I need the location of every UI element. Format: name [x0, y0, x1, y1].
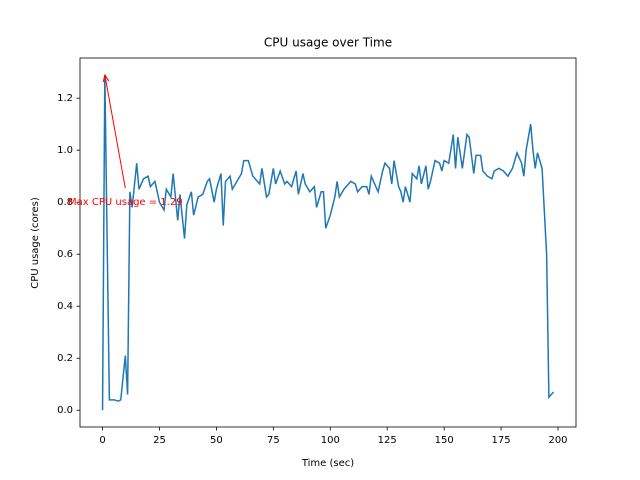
annotation-arrow	[105, 75, 126, 189]
y-axis-label: CPU usage (cores)	[30, 197, 41, 289]
y-tick-label: 0.4	[57, 301, 73, 312]
x-tick-label: 75	[267, 435, 280, 446]
x-tick-label: 50	[210, 435, 223, 446]
data-line	[101, 74, 555, 411]
x-tick-label: 150	[435, 435, 454, 446]
y-tick-label: 0.0	[57, 405, 73, 416]
x-tick-label: 100	[321, 435, 340, 446]
chart-title: CPU usage over Time	[264, 36, 392, 50]
x-tick-label: 0	[99, 435, 105, 446]
x-tick-label: 125	[378, 435, 397, 446]
plot-frame	[79, 57, 577, 428]
y-tick-label: 1.0	[57, 145, 73, 156]
y-tick-label: 0.6	[57, 249, 73, 260]
annotation-text: Max CPU usage = 1.29	[68, 197, 183, 208]
x-tick-label: 200	[548, 435, 567, 446]
x-axis-label: Time (sec)	[301, 458, 354, 469]
x-tick-label: 25	[153, 435, 166, 446]
y-tick-label: 1.2	[57, 93, 73, 104]
y-tick-label: 0.8	[57, 197, 73, 208]
x-tick-label: 175	[492, 435, 511, 446]
y-tick-label: 0.2	[57, 353, 73, 364]
